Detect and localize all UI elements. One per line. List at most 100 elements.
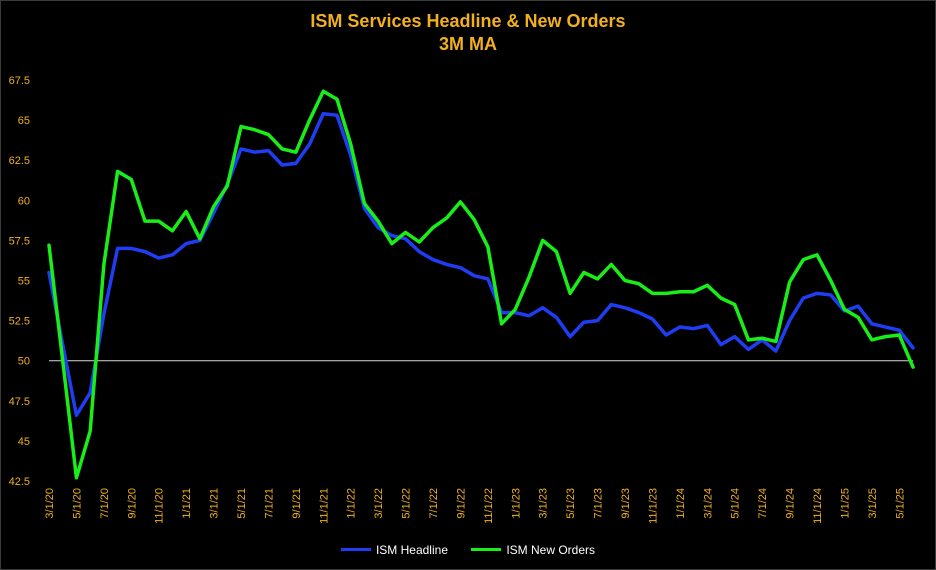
series-points-ism-headline (48, 112, 914, 417)
series-group (47, 89, 915, 480)
data-point-ism-headline (432, 258, 434, 261)
x-tick-label: 11/1/21 (318, 488, 330, 524)
x-tick-label: 5/1/24 (730, 488, 742, 519)
data-point-ism-new-orders (569, 292, 571, 295)
data-point-ism-new-orders (418, 241, 421, 243)
y-tick-label: 57.5 (9, 235, 30, 247)
data-point-ism-headline (583, 321, 585, 324)
x-tick-label: 9/1/22 (455, 488, 467, 519)
y-tick-label: 45 (18, 436, 30, 448)
data-point-ism-headline (679, 326, 681, 328)
data-point-ism-new-orders (775, 340, 777, 343)
data-point-ism-headline (295, 162, 297, 165)
y-tick-label: 47.5 (9, 396, 30, 408)
data-point-ism-new-orders (555, 250, 558, 253)
x-axis: 3/1/20 5/1/20 7/1/20 9/1/20 11/1/20 1/1/21 3/1… (44, 488, 906, 524)
x-tick-label: 1/1/23 (510, 488, 522, 519)
legend-item-new-orders: ISM New Orders (471, 543, 595, 557)
data-point-ism-new-orders (487, 246, 489, 248)
data-point-ism-headline (857, 305, 859, 307)
legend-label-headline: ISM Headline (375, 542, 448, 557)
data-point-ism-headline (651, 318, 654, 320)
data-point-ism-headline (692, 327, 695, 330)
data-point-ism-headline (733, 335, 736, 338)
data-point-ism-new-orders (610, 263, 613, 266)
y-tick-label: 65 (18, 115, 30, 127)
x-tick-label: 9/1/20 (126, 488, 138, 519)
data-point-ism-new-orders (788, 281, 791, 283)
data-point-ism-headline (637, 311, 640, 314)
data-point-ism-new-orders (665, 292, 667, 295)
data-point-ism-headline (89, 391, 91, 394)
data-point-ism-headline (788, 319, 791, 322)
data-point-ism-new-orders (116, 170, 119, 173)
data-point-ism-new-orders (912, 366, 914, 368)
data-point-ism-new-orders (89, 430, 91, 433)
data-point-ism-headline (363, 207, 366, 210)
x-tick-label: 7/1/22 (428, 488, 440, 519)
x-tick-label: 3/1/25 (867, 488, 879, 519)
data-point-ism-new-orders (308, 119, 311, 121)
data-point-ism-headline (322, 112, 325, 115)
data-point-ism-new-orders (802, 258, 805, 261)
data-point-ism-new-orders (253, 128, 256, 131)
chart-title-block: ISM Services Headline & New Orders 3M MA (0, 10, 936, 56)
data-point-ism-new-orders (48, 244, 50, 247)
x-tick-label: 7/1/20 (99, 488, 111, 519)
data-point-ism-new-orders (240, 125, 242, 128)
data-point-ism-headline (816, 292, 818, 295)
data-point-ism-headline (171, 254, 174, 256)
data-point-ism-headline (487, 278, 489, 280)
data-point-ism-headline (308, 143, 311, 145)
x-tick-label: 3/1/23 (538, 488, 550, 519)
x-tick-label: 5/1/20 (71, 488, 83, 519)
data-point-ism-new-orders (212, 205, 215, 208)
data-point-ism-headline (898, 329, 901, 332)
data-point-ism-headline (48, 271, 50, 274)
y-tick-label: 55 (18, 276, 30, 288)
data-point-ism-new-orders (898, 334, 901, 336)
data-point-ism-headline (240, 148, 242, 150)
data-point-ism-headline (212, 212, 215, 214)
x-tick-label: 3/1/22 (373, 488, 385, 519)
data-point-ism-headline (912, 347, 914, 349)
legend-swatch-new-orders (471, 548, 502, 551)
data-point-ism-headline (336, 114, 338, 117)
x-tick-label: 1/1/25 (839, 488, 851, 519)
data-point-ism-new-orders (816, 254, 818, 256)
data-point-ism-new-orders (75, 476, 78, 479)
data-point-ism-new-orders (103, 263, 105, 266)
series-line-ism-new-orders (47, 89, 915, 480)
data-point-ism-headline (473, 274, 475, 277)
data-point-ism-new-orders (144, 220, 146, 222)
data-point-ism-headline (391, 234, 393, 237)
data-point-ism-new-orders (391, 242, 393, 245)
data-point-ism-headline (75, 414, 78, 417)
data-point-ism-new-orders (363, 202, 366, 205)
y-tick-label: 67.5 (9, 75, 30, 87)
data-point-ism-new-orders (199, 237, 201, 240)
data-point-ism-new-orders (761, 337, 763, 340)
data-point-ism-new-orders (747, 339, 750, 341)
y-tick-label: 42.5 (9, 476, 30, 488)
data-point-ism-new-orders (459, 201, 462, 203)
data-point-ism-headline (116, 247, 119, 250)
data-point-ism-headline (253, 151, 256, 153)
y-tick-label: 50 (18, 356, 30, 368)
data-point-ism-headline (569, 335, 571, 338)
x-tick-label: 5/1/21 (236, 488, 248, 519)
data-point-ism-headline (624, 306, 626, 309)
data-point-ism-new-orders (843, 308, 846, 311)
x-tick-label: 9/1/23 (620, 488, 632, 519)
x-tick-label: 11/1/20 (154, 488, 166, 524)
data-point-ism-headline (706, 324, 709, 327)
data-point-ism-new-orders (857, 316, 859, 319)
x-tick-label: 5/1/22 (401, 488, 413, 519)
y-tick-label: 60 (18, 195, 30, 207)
x-tick-label: 3/1/24 (702, 488, 714, 519)
data-point-ism-new-orders (651, 292, 654, 295)
x-tick-label: 11/1/24 (812, 488, 824, 524)
data-point-ism-headline (445, 263, 448, 266)
data-point-ism-new-orders (185, 210, 187, 213)
